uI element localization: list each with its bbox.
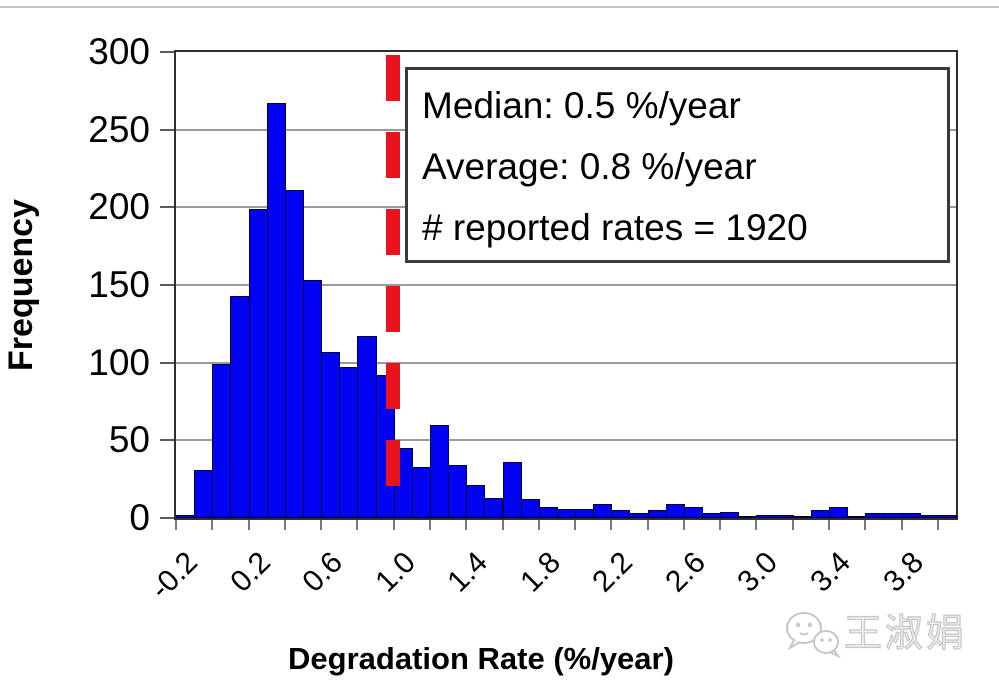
histogram-bar bbox=[520, 499, 540, 518]
histogram-bar bbox=[901, 513, 921, 518]
histogram-bar bbox=[919, 514, 939, 518]
annotation-median: Median: 0.5 %/year bbox=[422, 85, 741, 126]
histogram-bar bbox=[847, 516, 867, 518]
x-tick-mark bbox=[719, 520, 722, 530]
y-tick-mark bbox=[160, 439, 174, 442]
histogram-bar bbox=[865, 513, 885, 518]
x-tick-mark bbox=[791, 520, 794, 530]
y-tick-label-0: 0 bbox=[129, 497, 150, 538]
y-tick-mark bbox=[160, 128, 174, 131]
median-dashed-line bbox=[385, 55, 400, 500]
x-tick-mark bbox=[175, 520, 177, 530]
watermark-text: 王淑娟 bbox=[843, 612, 968, 655]
histogram-bar bbox=[466, 485, 486, 518]
x-tick-mark bbox=[610, 520, 613, 530]
y-tick-mark bbox=[160, 51, 174, 53]
y-tick-mark bbox=[160, 517, 174, 519]
gridline-y-50 bbox=[176, 439, 956, 442]
watermark: 王淑娟 bbox=[780, 606, 967, 662]
histogram-bar bbox=[248, 208, 268, 518]
histogram-bar bbox=[647, 510, 667, 518]
histogram-bar bbox=[702, 513, 722, 518]
histogram-bar bbox=[629, 513, 649, 518]
x-tick-mark bbox=[501, 520, 504, 530]
histogram-bar bbox=[883, 513, 903, 518]
histogram-bar bbox=[720, 511, 740, 518]
x-tick-mark bbox=[247, 520, 250, 530]
histogram-bar bbox=[502, 462, 522, 518]
histogram-bar bbox=[829, 507, 849, 518]
top-divider-line bbox=[0, 6, 999, 8]
y-tick-label-50: 50 bbox=[108, 419, 150, 461]
histogram-bar bbox=[810, 510, 830, 518]
gridline-y-150 bbox=[176, 284, 956, 286]
x-tick-mark bbox=[356, 520, 359, 530]
x-tick-mark bbox=[537, 520, 540, 530]
x-tick-mark bbox=[574, 520, 577, 530]
histogram-bar bbox=[284, 190, 304, 518]
x-tick-mark bbox=[211, 520, 214, 530]
histogram-bar bbox=[321, 351, 341, 518]
histogram-bar bbox=[194, 469, 214, 518]
y-tick-label-250: 250 bbox=[88, 108, 150, 150]
histogram-bar bbox=[738, 516, 758, 518]
x-tick-mark bbox=[428, 520, 431, 530]
histogram-bar bbox=[212, 364, 232, 518]
annotation-count: # reported rates = 1920 bbox=[422, 207, 808, 248]
histogram-bar bbox=[538, 507, 558, 518]
x-tick-mark bbox=[828, 520, 831, 530]
y-tick-label-100: 100 bbox=[88, 341, 150, 383]
annotation-average: Average: 0.8 %/year bbox=[422, 146, 757, 187]
x-tick-mark bbox=[900, 520, 903, 530]
gridline-y-100 bbox=[176, 361, 956, 364]
histogram-bar bbox=[357, 336, 377, 518]
x-tick-mark bbox=[646, 520, 649, 530]
y-tick-label-150: 150 bbox=[88, 264, 150, 305]
histogram-bar bbox=[429, 424, 450, 518]
histogram-bar bbox=[448, 465, 468, 518]
x-tick-mark bbox=[682, 520, 685, 530]
x-tick-mark bbox=[283, 520, 286, 530]
histogram-bar bbox=[556, 508, 577, 518]
annotation-box: Median: 0.5 %/year Average: 0.8 %/year #… bbox=[405, 67, 950, 263]
histogram-bar bbox=[937, 514, 957, 518]
histogram-bar bbox=[339, 367, 359, 518]
histogram-bar bbox=[176, 514, 196, 518]
histogram-bar bbox=[575, 508, 595, 518]
x-tick-mark bbox=[755, 520, 758, 530]
x-tick-mark bbox=[936, 520, 939, 530]
y-tick-label-300: 300 bbox=[88, 31, 150, 72]
histogram-bar bbox=[302, 280, 323, 518]
y-tick-label-200: 200 bbox=[88, 186, 150, 228]
histogram-bar bbox=[593, 504, 613, 518]
histogram-bar bbox=[756, 514, 776, 518]
histogram-bar bbox=[611, 510, 631, 518]
histogram-bar bbox=[683, 507, 704, 518]
histogram-bar bbox=[484, 497, 504, 518]
x-tick-mark bbox=[320, 520, 323, 530]
x-tick-mark bbox=[392, 520, 395, 530]
y-tick-mark bbox=[160, 284, 174, 286]
histogram-bar bbox=[665, 504, 685, 518]
histogram-bar bbox=[266, 103, 286, 518]
y-tick-mark bbox=[160, 206, 174, 209]
histogram-bar bbox=[230, 295, 250, 518]
x-axis-title: Degradation Rate (%/year) bbox=[288, 641, 674, 676]
histogram-bar bbox=[774, 514, 794, 518]
y-tick-mark bbox=[160, 361, 174, 364]
histogram-bar bbox=[792, 516, 812, 518]
x-tick-mark bbox=[864, 520, 867, 530]
wechat-icon bbox=[786, 612, 841, 659]
histogram-bar bbox=[411, 466, 431, 518]
x-tick-mark bbox=[465, 520, 468, 530]
